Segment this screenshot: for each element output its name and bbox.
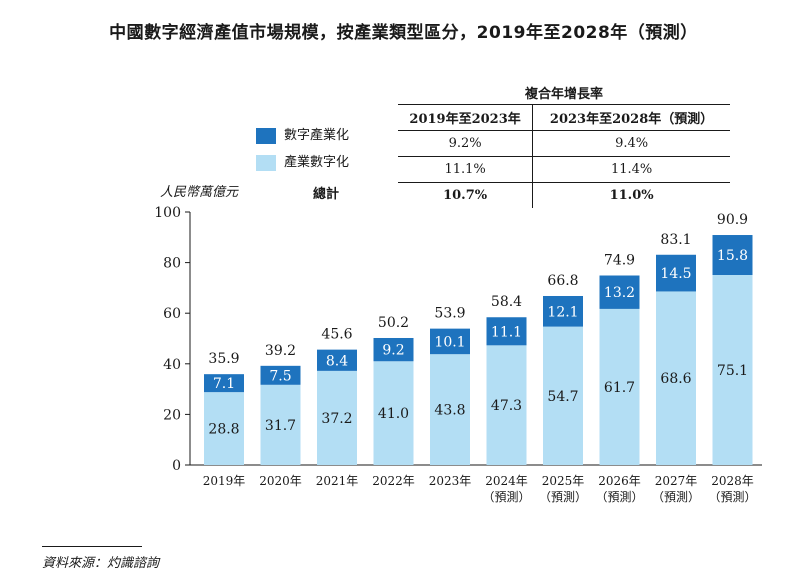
data-label-total: 39.2: [265, 343, 296, 359]
bar-segment-industrial-digitalization: [712, 274, 753, 465]
data-label-bottom: 41.0: [378, 406, 409, 422]
data-label-top: 12.1: [547, 304, 578, 320]
legend-swatch-dark: [256, 127, 276, 144]
bar-segment-digital-industrialization: [712, 235, 753, 275]
x-tick-label: 2021年: [316, 474, 359, 488]
bar-segment-industrial-digitalization: [204, 392, 244, 465]
data-label-top: 7.1: [213, 376, 235, 392]
legend-label: 數字產業化: [284, 128, 350, 143]
bar-segment-digital-industrialization: [430, 328, 470, 355]
y-tick-label: 100: [154, 205, 181, 221]
data-label-top: 7.5: [269, 368, 291, 384]
data-label-bottom: 68.6: [660, 371, 691, 387]
bar-segment-digital-industrialization: [543, 295, 583, 327]
bar-segment-industrial-digitalization: [260, 384, 301, 465]
y-tick-label: 80: [163, 256, 181, 272]
y-tick-label: 40: [163, 357, 181, 373]
bar-segment-digital-industrialization: [599, 275, 640, 309]
data-label-top: 10.1: [434, 334, 465, 350]
bar-segment-industrial-digitalization: [656, 291, 696, 465]
y-tick-label: 60: [163, 306, 181, 322]
bar-segment-industrial-digitalization: [599, 308, 640, 465]
x-tick-label: 2028年: [711, 474, 754, 488]
data-label-total: 74.9: [604, 253, 635, 269]
cagr-col2-header: 2023年至2028年（預測）: [532, 104, 730, 131]
data-label-total: 35.9: [208, 351, 239, 367]
x-tick-label: 2022年: [372, 474, 415, 488]
cagr-table-header: 複合年增長率: [524, 86, 603, 102]
y-axis-unit: 人民幣萬億元: [160, 185, 239, 200]
bar-segment-industrial-digitalization: [486, 345, 527, 465]
chart-title: 中國數字經濟產值市場規模，按產業類型區分，2019年至2028年（預測）: [109, 23, 698, 43]
data-label-bottom: 28.8: [208, 422, 239, 438]
source-note: 資料來源：灼識諮詢: [42, 556, 160, 571]
bar-segment-industrial-digitalization: [430, 354, 470, 465]
bar-segment-industrial-digitalization: [543, 326, 583, 465]
data-label-bottom: 54.7: [547, 389, 578, 405]
data-label-top: 13.2: [604, 285, 635, 301]
cagr-value: 10.7%: [398, 182, 534, 208]
table-row: 10.7% 11.0%: [398, 182, 730, 208]
bar-segment-digital-industrialization: [317, 349, 357, 371]
data-label-total: 58.4: [491, 294, 522, 310]
data-label-total: 45.6: [321, 327, 352, 343]
x-tick-label: 2024年: [485, 474, 528, 488]
cagr-value: 11.4%: [532, 156, 730, 183]
source-divider: [42, 546, 142, 547]
x-tick-label: 2020年: [259, 474, 302, 488]
data-label-bottom: 31.7: [265, 418, 296, 434]
x-tick-note: （預測）: [652, 490, 700, 504]
legend-swatch-light: [256, 154, 276, 171]
data-label-total: 50.2: [378, 315, 409, 331]
x-tick-note: （預測）: [708, 490, 756, 504]
data-label-bottom: 47.3: [491, 398, 522, 414]
x-tick-note: （預測）: [482, 490, 530, 504]
table-row: 11.1% 11.4%: [398, 156, 730, 183]
data-label-top: 11.1: [491, 324, 522, 340]
bar-segment-industrial-digitalization: [317, 370, 357, 465]
y-tick-label: 20: [163, 407, 181, 423]
data-label-top: 8.4: [326, 353, 348, 369]
data-label-top: 9.2: [382, 343, 404, 359]
cagr-total-label: 總計: [313, 187, 340, 202]
bar-segment-digital-industrialization: [656, 254, 696, 292]
cagr-col1-header: 2019年至2023年: [398, 104, 534, 131]
data-label-bottom: 43.8: [434, 403, 465, 419]
bar-segment-industrial-digitalization: [373, 361, 414, 465]
data-label-total: 53.9: [434, 306, 465, 322]
data-label-bottom: 61.7: [604, 380, 635, 396]
cagr-value: 9.2%: [398, 130, 534, 157]
x-tick-label: 2027年: [655, 474, 698, 488]
data-label-total: 83.1: [660, 232, 691, 248]
data-label-top: 14.5: [660, 266, 691, 282]
y-tick-label: 0: [172, 458, 181, 474]
data-label-total: 66.8: [547, 273, 578, 289]
legend-item-digital-industrialization: 數字產業化: [256, 124, 349, 144]
table-row: 9.2% 9.4%: [398, 130, 730, 157]
legend-item-industrial-digitalization: 產業數字化: [256, 151, 349, 171]
x-tick-label: 2023年: [429, 474, 472, 488]
x-tick-note: （預測）: [595, 490, 643, 504]
x-tick-label: 2026年: [598, 474, 641, 488]
data-label-bottom: 75.1: [717, 363, 748, 379]
bar-segment-digital-industrialization: [204, 374, 244, 393]
x-tick-label: 2019年: [203, 474, 246, 488]
cagr-value: 9.4%: [532, 130, 730, 157]
x-tick-label: 2025年: [542, 474, 585, 488]
data-label-top: 15.8: [717, 248, 748, 264]
bar-segment-digital-industrialization: [260, 365, 301, 385]
bar-segment-digital-industrialization: [486, 317, 527, 346]
legend-label: 產業數字化: [284, 155, 350, 170]
cagr-table: 複合年增長率 2019年至2023年 2023年至2028年（預測） 9.2% …: [398, 80, 730, 208]
cagr-value: 11.1%: [398, 156, 534, 183]
data-label-total: 90.9: [717, 212, 748, 228]
data-label-bottom: 37.2: [321, 411, 352, 427]
bar-segment-digital-industrialization: [373, 337, 414, 362]
cagr-value: 11.0%: [609, 188, 654, 203]
x-tick-note: （預測）: [539, 490, 587, 504]
